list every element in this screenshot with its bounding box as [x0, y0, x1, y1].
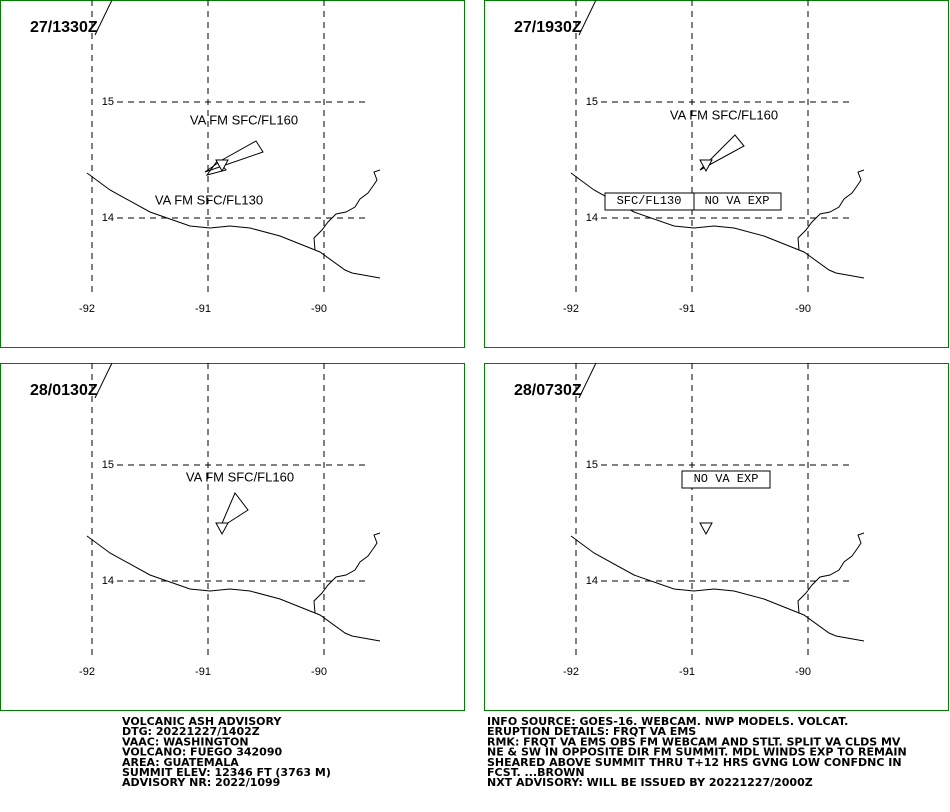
latitude-label: 14	[102, 575, 114, 587]
advisory-line: FCST. ...BROWN	[487, 766, 585, 779]
ash-annotation: VA FM SFC/FL160	[186, 469, 294, 484]
coastline	[797, 169, 865, 251]
longitude-label: -90	[311, 666, 327, 678]
volcano-symbol	[215, 522, 229, 536]
corner-mark	[578, 362, 597, 399]
ash-annotation: SFC/FL130	[617, 194, 682, 208]
advisory-line: DTG: 20221227/1402Z	[122, 725, 260, 738]
longitude-label: -90	[311, 303, 327, 315]
coastline	[797, 532, 865, 614]
longitude-label: -91	[679, 666, 695, 678]
ash-annotation: NO VA EXP	[705, 194, 770, 208]
valid-time: 27/1330Z	[30, 19, 98, 36]
latitude-label: 14	[586, 575, 598, 587]
latitude-label: 14	[102, 212, 114, 224]
ash-cloud	[699, 134, 745, 171]
coastline	[86, 172, 381, 279]
valid-time: 28/0130Z	[30, 382, 98, 399]
ash-annotation: VA FM SFC/FL130	[155, 192, 263, 207]
longitude-label: -91	[195, 666, 211, 678]
map-panel: -92 -91 -90 15 14 28/0730Z NO VA EXP	[484, 362, 949, 711]
longitude-label: -91	[679, 303, 695, 315]
coastline	[570, 535, 865, 642]
advisory-line: SUMMIT ELEV: 12346 FT (3763 M)	[122, 766, 331, 779]
advisory-line: VOLCANO: FUEGO 342090	[122, 746, 282, 759]
map-panel: -92 -91 -90 15 14 28/0130Z VA FM SFC/FL160	[0, 362, 465, 711]
valid-time: 27/1930Z	[514, 19, 582, 36]
advisory-line: RMK: FRQT VA EMS OBS FM WEBCAM AND STLT.…	[487, 735, 901, 748]
map-panel: -92 -91 -90 15 14 27/1330Z VA FM SFC/FL160 VA F…	[0, 0, 465, 348]
latitude-label: 15	[102, 459, 114, 471]
longitude-label: -90	[795, 303, 811, 315]
label-box	[681, 470, 771, 489]
panel-border	[0, 363, 465, 711]
advisory-line: NXT ADVISORY: WILL BE ISSUED BY 20221227…	[487, 776, 813, 789]
coastline	[86, 535, 381, 642]
corner-mark	[94, 0, 113, 36]
longitude-label: -92	[79, 303, 95, 315]
latitude-label: 14	[586, 212, 598, 224]
longitude-label: -91	[195, 303, 211, 315]
longitude-label: -90	[795, 666, 811, 678]
advisory-line: VAAC: WASHINGTON	[122, 735, 249, 748]
volcano-symbol	[215, 159, 229, 173]
advisory-line: ERUPTION DETAILS: FRQT VA EMS	[487, 725, 696, 738]
panel-border	[484, 0, 949, 348]
panel-border	[0, 0, 465, 348]
ash-cloud	[218, 492, 249, 530]
advisory-line: INFO SOURCE: GOES-16. WEBCAM. NWP MODELS…	[487, 715, 848, 728]
latitude-label: 15	[102, 96, 114, 108]
advisory-line: AREA: GUATEMALA	[122, 756, 239, 769]
latitude-label: 15	[586, 459, 598, 471]
coastline	[313, 532, 381, 614]
label-box	[604, 192, 782, 211]
ash-cloud	[204, 140, 264, 173]
ash-annotation: VA FM SFC/FL160	[190, 112, 298, 127]
coastline	[313, 169, 381, 251]
longitude-label: -92	[79, 666, 95, 678]
map-panel: -92 -91 -90 15 14 27/1930Z VA FM SFC/FL160 SFC/…	[484, 0, 949, 348]
latitude-label: 15	[586, 96, 598, 108]
valid-time: 28/0730Z	[514, 382, 582, 399]
corner-mark	[578, 0, 597, 36]
longitude-label: -92	[563, 666, 579, 678]
volcano-symbol	[699, 522, 713, 536]
volcano-symbol	[699, 159, 713, 173]
ash-annotation: VA FM SFC/FL160	[670, 107, 778, 122]
corner-mark	[94, 362, 113, 399]
advisory-line: VOLCANIC ASH ADVISORY	[122, 715, 282, 728]
ash-annotation: NO VA EXP	[694, 472, 759, 486]
panel-border	[484, 363, 949, 711]
advisory-line: ADVISORY NR: 2022/1099	[122, 776, 280, 789]
advisory-line: SHEARED ABOVE SUMMIT THRU T+12 HRS GVNG …	[487, 756, 902, 769]
longitude-label: -92	[563, 303, 579, 315]
coastline	[570, 172, 865, 279]
advisory-line: NE & SW IN OPPOSITE DIR FM SUMMIT. MDL W…	[487, 746, 907, 759]
